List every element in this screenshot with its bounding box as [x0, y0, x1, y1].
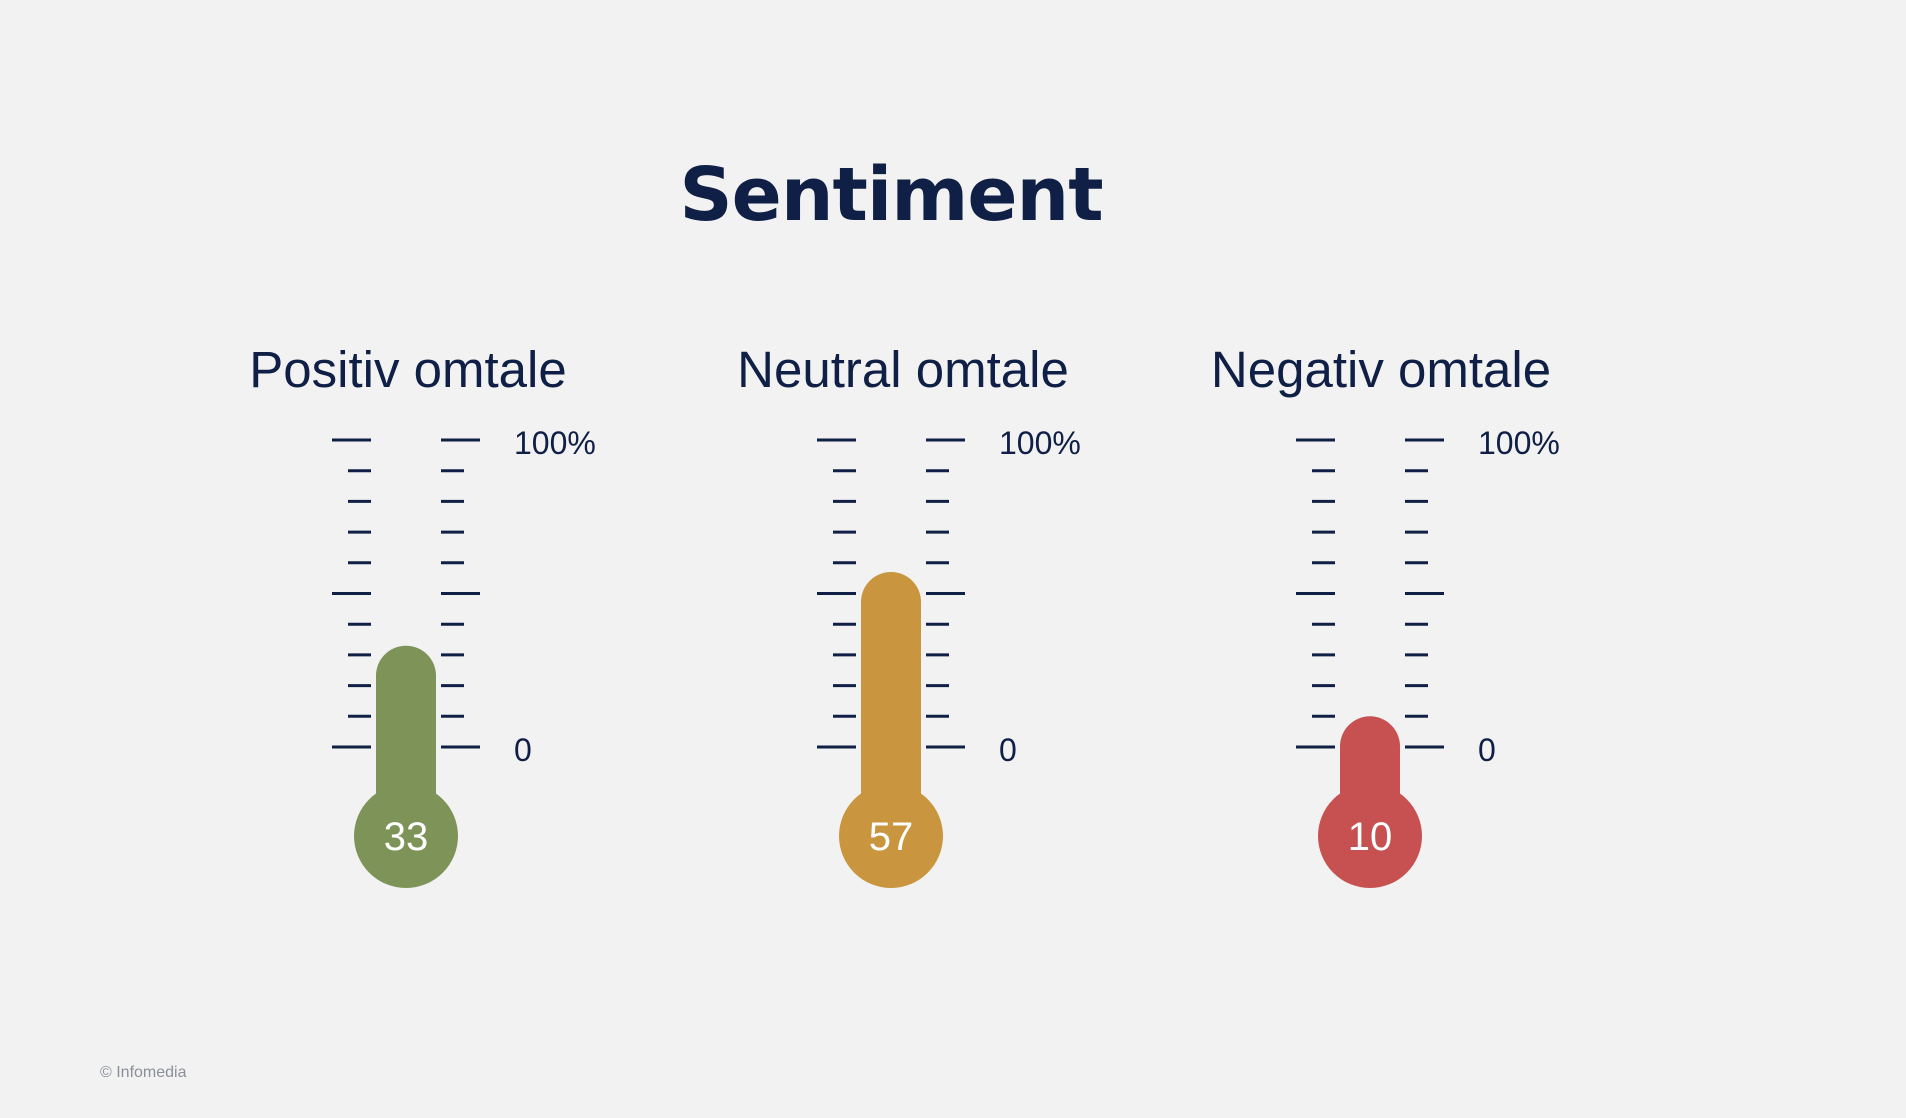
- negative-scale-max-label: 100%: [1478, 425, 1560, 461]
- gauge-title-negative: Negativ omtale: [1210, 341, 1552, 398]
- positive-value-label: 33: [384, 815, 429, 859]
- positive-thermometer-bulb: [354, 784, 458, 888]
- gauge-title-positive: Positiv omtale: [249, 341, 567, 398]
- copyright-notice: © Infomedia: [100, 1064, 187, 1081]
- neutral-thermometer-bulb: [839, 784, 943, 888]
- neutral-value-label: 57: [869, 815, 914, 859]
- gauge-title-neutral: Neutral omtale: [737, 341, 1069, 398]
- negative-thermometer-bulb: [1318, 784, 1422, 888]
- negative-value-label: 10: [1348, 815, 1393, 859]
- neutral-scale-max-label: 100%: [999, 425, 1081, 461]
- neutral-thermometer-fill: [861, 572, 921, 836]
- negative-scale-min-label: 0: [1478, 732, 1496, 768]
- page-title: Sentiment: [679, 152, 1103, 238]
- positive-scale-min-label: 0: [514, 732, 532, 768]
- neutral-scale-min-label: 0: [999, 732, 1017, 768]
- positive-scale-max-label: 100%: [514, 425, 596, 461]
